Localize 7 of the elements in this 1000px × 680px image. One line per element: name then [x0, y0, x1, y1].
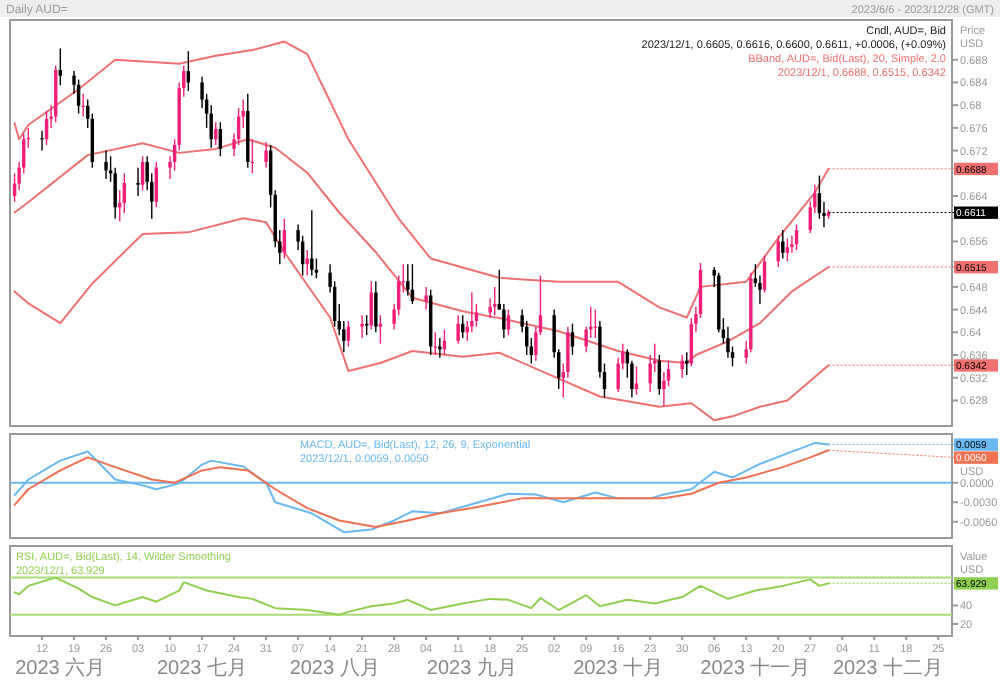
x2-tick-label: 2023 七月	[157, 656, 248, 680]
x2-tick-label: 2023 十月	[573, 656, 664, 680]
x2-tick-label: 2023 九月	[426, 656, 517, 680]
x2-tick-label: 2023 十二月	[832, 656, 944, 680]
x2-tick-label: 2023 八月	[289, 658, 380, 680]
x2-tick-label: 2023 六月	[15, 656, 106, 680]
x2-tick-label: 2023 十一月	[700, 656, 811, 680]
